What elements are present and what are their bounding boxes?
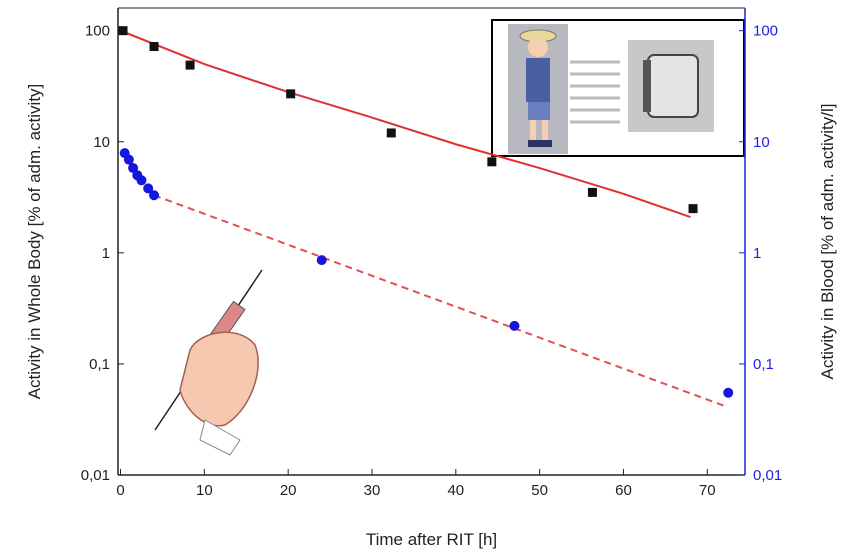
data-point <box>688 204 698 214</box>
data-point <box>587 187 597 197</box>
data-point <box>723 387 734 398</box>
x-tick-label: 10 <box>196 482 213 499</box>
data-point <box>123 154 134 165</box>
data-point <box>118 26 128 36</box>
y-tick-label: 0,01 <box>81 467 110 484</box>
data-point <box>185 60 195 70</box>
y-tick-label: 1 <box>102 245 110 262</box>
y2-tick-label: 0,01 <box>753 467 782 484</box>
data-point <box>149 190 160 201</box>
y2-tick-label: 100 <box>753 23 778 40</box>
fit-line <box>153 194 725 407</box>
x-tick-label: 50 <box>531 482 548 499</box>
y2-axis-label: Activity in Blood [% of adm. activity/l] <box>818 104 837 380</box>
scanner-illustration <box>491 19 745 157</box>
data-point <box>149 42 159 52</box>
x-tick-label: 70 <box>699 482 716 499</box>
data-point <box>509 320 520 331</box>
x-tick-label: 30 <box>364 482 381 499</box>
data-point <box>316 255 327 266</box>
y-axis-label: Activity in Whole Body [% of adm. activi… <box>25 84 44 400</box>
y-tick-label: 0,1 <box>89 356 110 373</box>
fit-line <box>120 29 691 218</box>
y2-tick-label: 10 <box>753 134 770 151</box>
y2-tick-label: 0,1 <box>753 356 774 373</box>
y-tick-label: 10 <box>93 134 110 151</box>
data-point <box>487 157 497 167</box>
y2-tick-label: 1 <box>753 245 761 262</box>
x-tick-label: 60 <box>615 482 632 499</box>
data-point <box>386 128 396 138</box>
x-tick-label: 40 <box>447 482 464 499</box>
data-point <box>143 183 154 194</box>
x-tick-label: 20 <box>280 482 297 499</box>
y-tick-label: 100 <box>85 23 110 40</box>
data-point <box>136 175 147 186</box>
data-point <box>286 89 296 99</box>
x-tick-label: 0 <box>116 482 124 499</box>
x-axis-label: Time after RIT [h] <box>366 530 497 549</box>
syringe-illustration <box>154 269 263 456</box>
